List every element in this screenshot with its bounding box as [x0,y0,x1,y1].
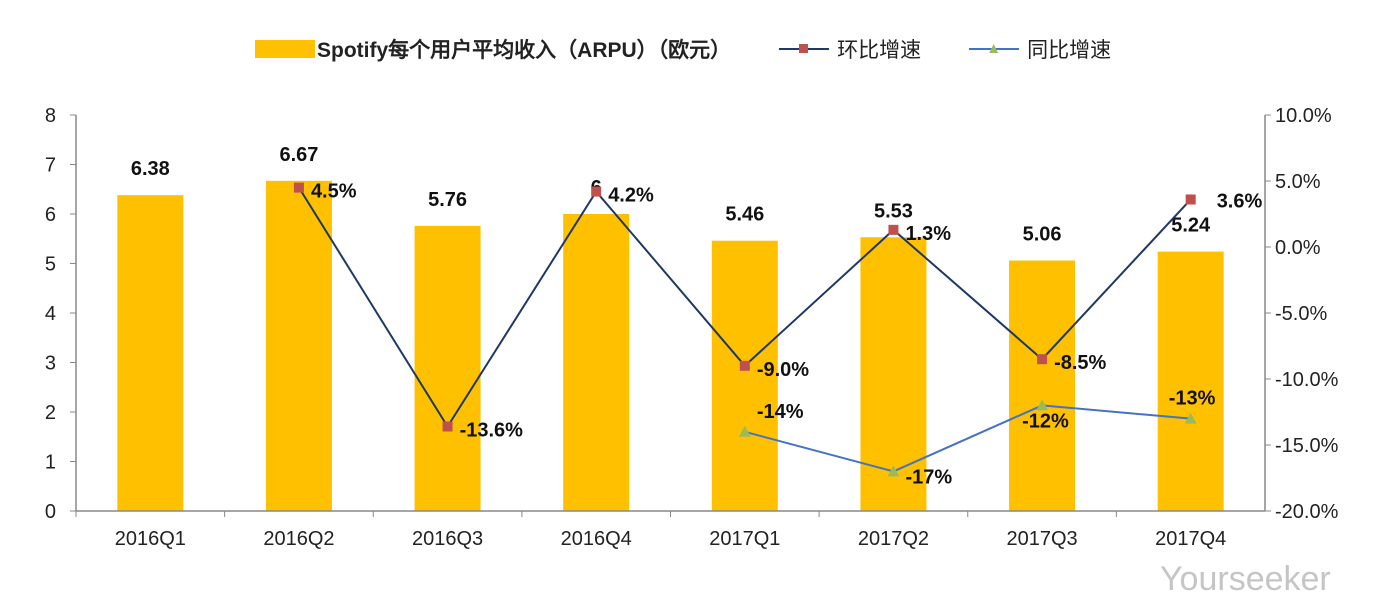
bar-data-label: 6.38 [131,158,170,180]
x-tick-label: 2016Q1 [115,528,186,550]
qoq-marker [442,421,453,432]
watermark: Yourseeker [1160,560,1331,598]
bar-data-label: 5.24 [1171,215,1211,237]
x-tick-label: 2017Q4 [1155,528,1226,550]
bar-data-label: 5.53 [874,200,913,222]
x-tick-label: 2016Q2 [263,528,334,550]
line-data-label: 3.6% [1217,190,1263,212]
line-data-label: 4.2% [608,185,654,207]
bar-2016Q4 [563,214,630,511]
line-data-label: 1.3% [905,223,951,245]
qoq-marker [1037,354,1048,365]
y2-tick-label: -15.0% [1275,435,1339,457]
bar-data-label: 5.06 [1023,224,1062,246]
line-data-label: -13% [1169,388,1216,410]
line-data-label: -8.5% [1054,352,1106,374]
bar-2017Q3 [1009,260,1076,511]
line-data-label: -9.0% [757,359,809,381]
y-tick-label: 7 [45,155,56,177]
legend-swatch-arpu [255,40,315,58]
qoq-marker [591,186,602,197]
legend-label-qoq: 环比增速 [837,39,922,62]
y-tick-label: 6 [45,204,56,226]
bar-2016Q3 [414,225,481,511]
legend-item-yoy: 同比增速 [969,34,1111,64]
y-tick-label: 1 [45,452,56,474]
legend-label-arpu: Spotify每个用户平均收入（ARPU）（欧元） [317,39,732,62]
legend-line-yoy [969,44,1020,53]
line-data-label: -14% [757,401,804,423]
y2-tick-label: 0.0% [1275,237,1321,259]
legend-item-qoq: 环比增速 [779,34,921,64]
bar-data-label: 6.67 [279,144,318,166]
line-data-label: 4.5% [311,181,357,203]
y2-tick-label: -10.0% [1275,369,1339,391]
qoq-marker [293,182,304,193]
line-data-label: -17% [905,466,952,488]
legend: Spotify每个用户平均收入（ARPU）（欧元） 环比增速 同比增速 [255,34,1159,64]
bar-data-label: 5.46 [725,204,764,226]
bar-data-label: 5.76 [428,189,467,211]
yoy-marker [1036,399,1049,411]
line-data-label: -12% [1022,410,1069,432]
y-tick-label: 2 [45,402,56,424]
qoq-marker [1185,194,1196,205]
y2-tick-label: 10.0% [1275,105,1332,127]
y-tick-label: 8 [45,105,56,127]
bar-2016Q1 [117,195,184,511]
x-tick-label: 2017Q3 [1006,528,1077,550]
y-tick-label: 5 [45,254,56,276]
yoy-marker [738,425,751,437]
legend-label-yoy: 同比增速 [1027,39,1112,62]
y2-tick-label: -5.0% [1275,303,1327,325]
line-data-label: -13.6% [460,420,524,442]
y-tick-label: 3 [45,353,56,375]
x-tick-label: 2017Q1 [709,528,780,550]
x-tick-label: 2016Q4 [561,528,632,550]
y-tick-label: 4 [45,303,56,325]
triangle-marker-icon [989,44,999,53]
square-marker-icon [799,44,809,53]
bar-2016Q2 [265,180,332,511]
x-tick-label: 2016Q3 [412,528,483,550]
y2-tick-label: 5.0% [1275,171,1321,193]
y-tick-label: 0 [45,501,56,523]
x-tick-label: 2017Q2 [858,528,929,550]
legend-line-qoq [779,44,830,53]
bar-2017Q1 [711,240,778,512]
legend-item-arpu: Spotify每个用户平均收入（ARPU）（欧元） [255,34,731,64]
yoy-marker [887,465,900,477]
yoy-marker [1184,412,1197,424]
qoq-marker [739,360,750,371]
line-yoy [744,404,1191,473]
y2-tick-label: -20.0% [1275,501,1339,523]
qoq-marker [888,224,899,235]
bar-2017Q4 [1157,251,1224,511]
